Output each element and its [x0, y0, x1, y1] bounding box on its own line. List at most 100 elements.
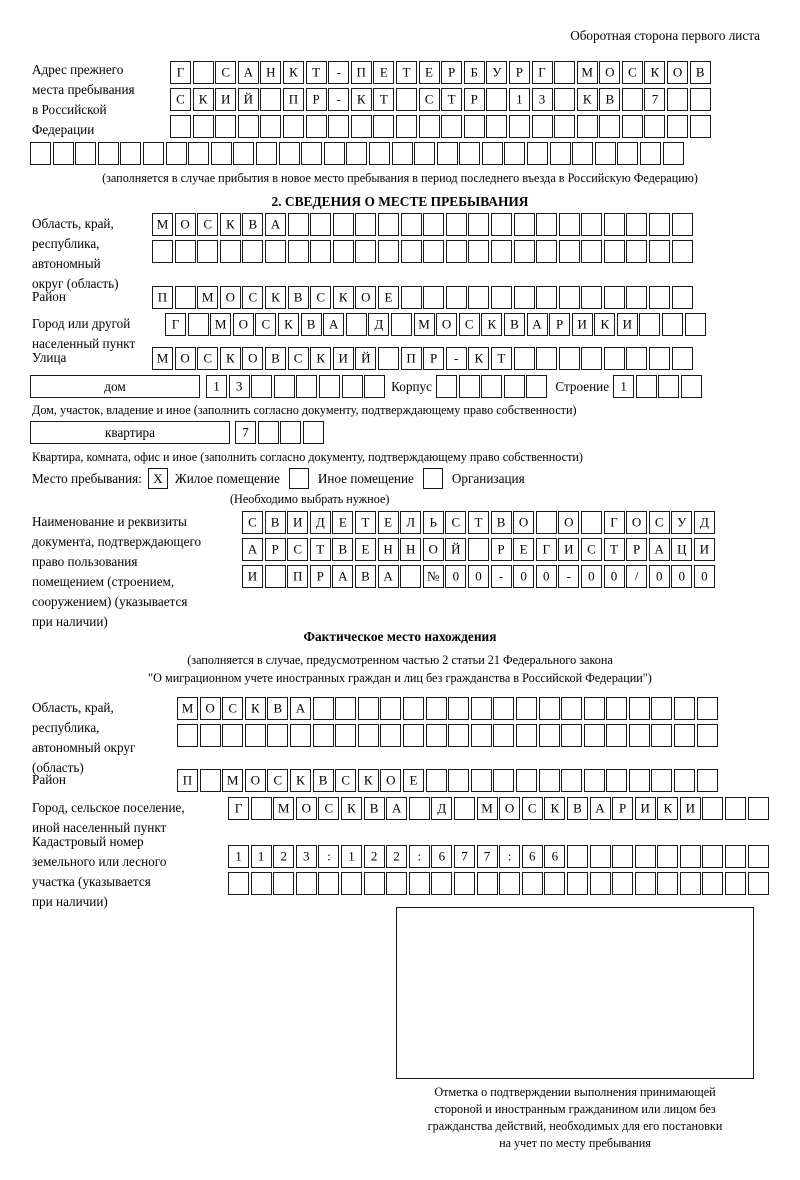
input-cell[interactable]: В: [354, 565, 376, 588]
input-cell[interactable]: П: [350, 61, 372, 84]
input-cell[interactable]: Р: [508, 61, 530, 84]
input-cell[interactable]: Е: [402, 769, 424, 792]
input-cell[interactable]: [222, 724, 244, 747]
input-cell[interactable]: Д: [693, 511, 715, 534]
input-cell[interactable]: М: [576, 61, 598, 84]
input-cell[interactable]: К: [576, 88, 598, 111]
input-cell[interactable]: [725, 845, 747, 868]
input-cell[interactable]: К: [277, 313, 299, 336]
input-cell[interactable]: Й: [237, 88, 259, 111]
input-cell[interactable]: [626, 286, 648, 309]
input-cell[interactable]: [264, 565, 286, 588]
input-cell[interactable]: К: [332, 286, 354, 309]
input-cell[interactable]: 7: [235, 421, 256, 444]
input-cell[interactable]: [278, 142, 300, 165]
input-cell[interactable]: Ь: [422, 511, 444, 534]
input-cell[interactable]: [583, 724, 605, 747]
input-cell[interactable]: [287, 240, 309, 263]
input-cell[interactable]: :: [318, 845, 340, 868]
input-cell[interactable]: [508, 115, 530, 138]
confirmation-stamp-box[interactable]: [396, 907, 754, 1079]
input-cell[interactable]: Р: [463, 88, 485, 111]
input-cell[interactable]: [260, 88, 282, 111]
input-cell[interactable]: Р: [309, 565, 331, 588]
input-cell[interactable]: [363, 872, 385, 895]
input-cell[interactable]: Е: [418, 61, 440, 84]
input-cell[interactable]: 0: [671, 565, 693, 588]
input-cell[interactable]: О: [295, 797, 317, 820]
input-cell[interactable]: [696, 724, 718, 747]
input-cell[interactable]: [725, 872, 747, 895]
input-cell[interactable]: С: [287, 347, 309, 370]
input-cell[interactable]: [295, 872, 317, 895]
input-cell[interactable]: О: [667, 61, 689, 84]
input-cell[interactable]: [662, 142, 684, 165]
input-cell[interactable]: [671, 286, 693, 309]
input-cell[interactable]: М: [476, 797, 498, 820]
input-cell[interactable]: В: [264, 347, 286, 370]
input-cell[interactable]: [260, 115, 282, 138]
input-cell[interactable]: О: [513, 511, 535, 534]
input-cell[interactable]: [30, 142, 51, 165]
input-cell[interactable]: [603, 286, 625, 309]
input-cell[interactable]: [649, 347, 671, 370]
input-cell[interactable]: [679, 872, 701, 895]
stroenie-cells[interactable]: 1: [613, 375, 702, 398]
input-cell[interactable]: [606, 724, 628, 747]
input-cell[interactable]: [689, 115, 711, 138]
input-cell[interactable]: [626, 347, 648, 370]
input-cell[interactable]: 6: [431, 845, 453, 868]
input-cell[interactable]: [192, 61, 214, 84]
input-cell[interactable]: 0: [513, 565, 535, 588]
input-cell[interactable]: [667, 115, 689, 138]
input-cell[interactable]: [603, 213, 625, 236]
input-cell[interactable]: М: [222, 769, 244, 792]
input-cell[interactable]: [515, 697, 537, 720]
input-cell[interactable]: [561, 697, 583, 720]
input-cell[interactable]: [423, 240, 445, 263]
input-cell[interactable]: Е: [377, 511, 399, 534]
input-cell[interactable]: О: [599, 61, 621, 84]
input-cell[interactable]: [581, 286, 603, 309]
input-cell[interactable]: [639, 313, 661, 336]
input-cell[interactable]: О: [199, 697, 221, 720]
input-cell[interactable]: Е: [373, 61, 395, 84]
input-cell[interactable]: И: [242, 565, 263, 588]
input-cell[interactable]: №: [422, 565, 444, 588]
input-cell[interactable]: [318, 375, 340, 398]
input-cell[interactable]: С: [458, 313, 480, 336]
input-cell[interactable]: [402, 724, 424, 747]
input-cell[interactable]: [538, 769, 560, 792]
input-cell[interactable]: С: [287, 538, 309, 561]
input-cell[interactable]: [287, 213, 309, 236]
input-cell[interactable]: [589, 845, 611, 868]
input-cell[interactable]: [445, 213, 467, 236]
input-cell[interactable]: О: [436, 313, 458, 336]
input-cell[interactable]: [386, 872, 408, 895]
input-cell[interactable]: Н: [260, 61, 282, 84]
input-cell[interactable]: Г: [531, 61, 553, 84]
input-cell[interactable]: 6: [521, 845, 543, 868]
input-cell[interactable]: [377, 213, 399, 236]
input-cell[interactable]: С: [242, 511, 263, 534]
input-cell[interactable]: [583, 769, 605, 792]
input-cell[interactable]: И: [634, 797, 656, 820]
input-cell[interactable]: [423, 286, 445, 309]
input-cell[interactable]: [380, 697, 402, 720]
input-cell[interactable]: [554, 88, 576, 111]
input-cell[interactable]: [390, 313, 412, 336]
input-cell[interactable]: [436, 142, 458, 165]
input-cell[interactable]: У: [486, 61, 508, 84]
input-cell[interactable]: [468, 213, 490, 236]
input-cell[interactable]: П: [282, 88, 304, 111]
input-cell[interactable]: [280, 421, 302, 444]
input-cell[interactable]: А: [242, 538, 263, 561]
input-cell[interactable]: [257, 421, 279, 444]
input-cell[interactable]: [684, 313, 706, 336]
input-cell[interactable]: Р: [549, 313, 571, 336]
input-cell[interactable]: Р: [441, 61, 463, 84]
input-cell[interactable]: А: [386, 797, 408, 820]
input-cell[interactable]: :: [499, 845, 521, 868]
